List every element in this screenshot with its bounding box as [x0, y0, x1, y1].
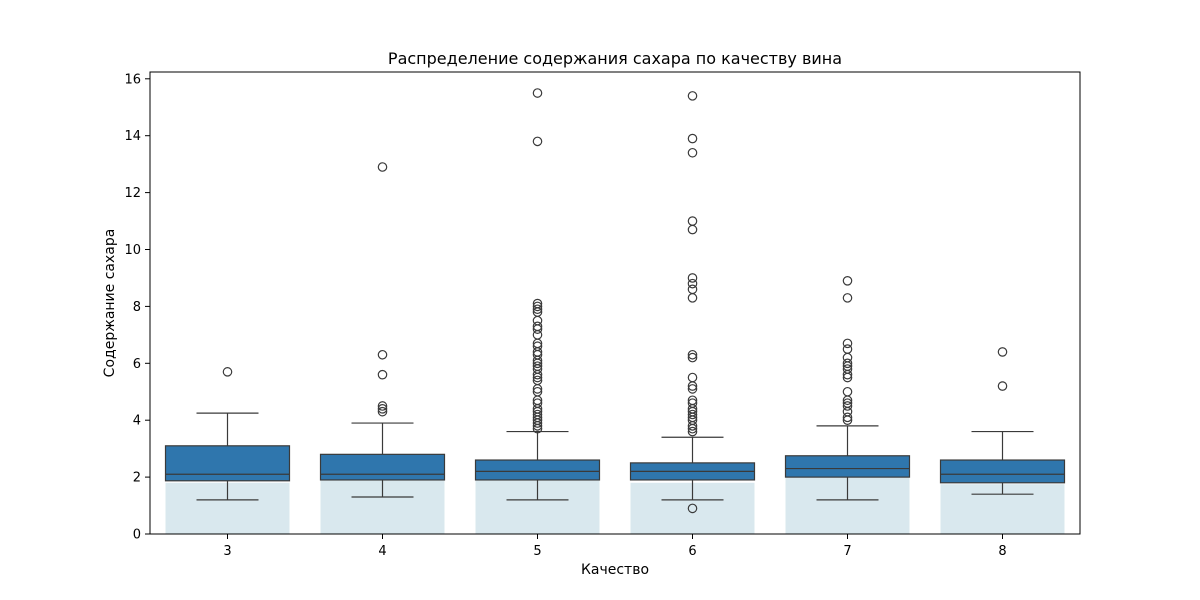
outlier-point: [532, 136, 543, 147]
outlier-point: [842, 398, 853, 408]
y-tick-label: 2: [133, 471, 141, 486]
outlier-point: [687, 426, 698, 437]
y-tick-label: 4: [133, 414, 141, 429]
outlier-point: [377, 349, 388, 360]
outlier-point: [532, 304, 543, 315]
outlier-point: [687, 284, 698, 295]
y-tick-label: 10: [124, 243, 141, 258]
outlier-point: [687, 409, 698, 420]
outlier-point: [532, 298, 543, 309]
outlier-point: [687, 395, 698, 406]
outlier-point: [687, 273, 698, 283]
outlier-point: [377, 401, 388, 411]
outlier-point: [532, 301, 543, 312]
outlier-point: [687, 293, 698, 303]
y-tick-label: 0: [133, 528, 141, 543]
outlier-point: [687, 133, 698, 144]
chart-title: Распределение содержания сахара по качес…: [388, 49, 842, 68]
x-tick-label: 4: [378, 544, 386, 559]
outlier-point: [687, 503, 698, 514]
x-tick-label: 6: [688, 544, 696, 559]
outlier-point: [842, 401, 853, 411]
outlier-point: [687, 147, 698, 158]
y-tick-label: 6: [133, 357, 141, 372]
box-iqr: [784, 455, 911, 478]
outlier-point: [842, 293, 853, 303]
outlier-point: [842, 358, 853, 369]
outlier-point: [842, 338, 853, 349]
x-tick-label: 8: [998, 544, 1006, 559]
outlier-point: [842, 352, 853, 363]
outlier-point: [532, 361, 543, 371]
outlier-point: [377, 162, 388, 172]
y-tick-label: 14: [124, 129, 141, 144]
outlier-point: [997, 381, 1008, 391]
outlier-point: [377, 369, 388, 380]
outlier-point: [997, 347, 1008, 357]
outlier-point: [377, 404, 388, 414]
outlier-point: [687, 224, 698, 235]
outlier-point: [842, 344, 853, 354]
y-tick-label: 16: [124, 72, 141, 87]
outlier-point: [687, 398, 698, 408]
plot-frame: [149, 71, 1081, 535]
axes: 0 2 4 6 8 10 12 14 16 3 4 5 6 7 8: [124, 72, 1006, 559]
outlier-point: [222, 367, 233, 377]
outlier-point: [532, 315, 543, 326]
outlier-point: [532, 375, 543, 386]
y-tick-label: 12: [124, 186, 141, 201]
outlier-point: [842, 364, 853, 374]
box-iqr: [474, 459, 601, 481]
box-iqr: [939, 459, 1066, 484]
outlier-point: [687, 216, 698, 226]
x-tick-label: 5: [533, 544, 541, 559]
outlier-point: [532, 409, 543, 420]
outlier-point: [532, 398, 543, 408]
x-tick-label: 7: [843, 544, 851, 559]
box-iqr: [164, 445, 291, 482]
outlier-point: [842, 386, 853, 397]
outlier-point: [532, 341, 543, 352]
outlier-point: [532, 88, 543, 98]
outlier-point: [687, 372, 698, 383]
outlier-point: [377, 406, 388, 417]
x-axis-label: Качество: [581, 562, 649, 578]
outlier-point: [687, 91, 698, 101]
y-tick-label: 8: [133, 300, 141, 315]
outlier-point: [842, 412, 853, 423]
outlier-point: [842, 275, 853, 286]
y-axis-label: Содержание сахара: [102, 229, 118, 378]
outlier-point: [687, 352, 698, 363]
background-bars: [165, 477, 1065, 534]
outlier-point: [687, 384, 698, 394]
outlier-point: [532, 386, 543, 397]
outlier-point: [687, 349, 698, 360]
x-tick-label: 3: [223, 544, 231, 559]
box-iqr: [319, 453, 446, 481]
outlier-point: [532, 321, 543, 332]
outlier-point: [687, 278, 698, 289]
box-plots: [164, 88, 1066, 514]
